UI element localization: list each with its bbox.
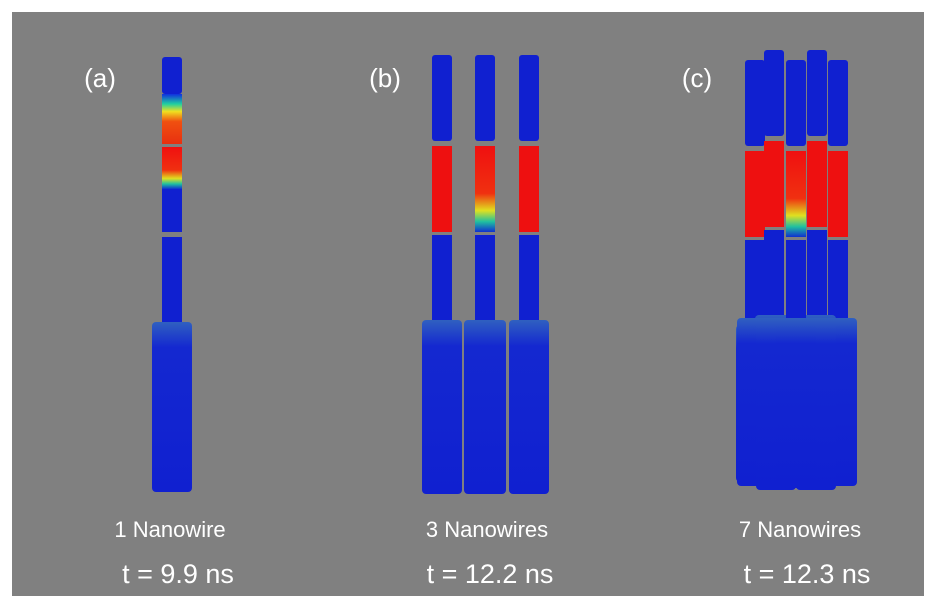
wire-segment <box>786 240 806 325</box>
wire-segment <box>432 235 452 320</box>
wire-segment <box>807 230 827 315</box>
wire-segment <box>519 146 539 232</box>
wire-segment <box>519 235 539 320</box>
wire-segment <box>786 60 806 146</box>
wire-segment <box>745 151 765 237</box>
wire-segment <box>152 322 192 492</box>
wire-segment <box>475 146 495 232</box>
wire-segment <box>519 55 539 141</box>
time-label: t = 12.2 ns <box>427 559 554 589</box>
wire-segment <box>432 55 452 141</box>
wire-segment <box>807 141 827 227</box>
wire-segment <box>509 320 549 494</box>
figure: (a) (b) (c) 1 Nanowire 3 Nanowires 7 Nan… <box>0 0 936 601</box>
wire-segment <box>162 237 182 322</box>
wire-segment <box>828 60 848 146</box>
wire-segment <box>475 235 495 320</box>
wire-segment <box>745 240 765 325</box>
wire-segment <box>807 50 827 136</box>
wire-segment <box>475 55 495 141</box>
wire-segment <box>464 320 506 494</box>
wire-segment <box>828 240 848 325</box>
time-label: t = 12.3 ns <box>744 559 871 589</box>
time-label: t = 9.9 ns <box>122 559 234 589</box>
panel-label: (b) <box>369 63 401 93</box>
wire-segment <box>828 151 848 237</box>
wire-segment <box>162 147 182 189</box>
wire-segment <box>764 230 784 315</box>
wire-segment <box>786 151 806 237</box>
wire-segment <box>162 189 182 232</box>
wire-segment <box>432 146 452 232</box>
caption: 7 Nanowires <box>739 517 861 542</box>
caption: 1 Nanowire <box>114 517 225 542</box>
wire-segment <box>422 320 462 494</box>
wire-segment <box>764 50 784 136</box>
caption: 3 Nanowires <box>426 517 548 542</box>
wire-segment <box>776 318 816 488</box>
wire-segment <box>745 60 765 146</box>
panel-label: (a) <box>84 63 116 93</box>
wire-segment <box>162 94 182 144</box>
wire-segment <box>162 57 182 94</box>
wire-segment <box>764 141 784 227</box>
panel-label: (c) <box>682 63 712 93</box>
